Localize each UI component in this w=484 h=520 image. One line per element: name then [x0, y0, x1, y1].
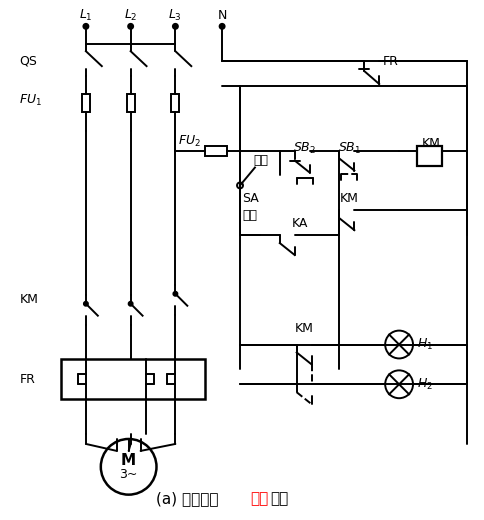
- Text: KM: KM: [19, 293, 38, 306]
- Text: N: N: [217, 9, 227, 22]
- Circle shape: [84, 302, 88, 306]
- Circle shape: [172, 24, 178, 29]
- Text: 控制: 控制: [249, 491, 268, 506]
- Text: $FU_1$: $FU_1$: [19, 94, 42, 109]
- Text: KA: KA: [291, 217, 307, 230]
- Text: 自动: 自动: [242, 209, 257, 222]
- Bar: [171, 95, 179, 112]
- Text: $FU_2$: $FU_2$: [178, 134, 201, 149]
- Circle shape: [384, 331, 412, 358]
- Bar: [61, 359, 205, 399]
- Circle shape: [237, 183, 242, 188]
- Bar: [205, 146, 227, 155]
- Text: 3~: 3~: [119, 469, 137, 482]
- Text: QS: QS: [19, 55, 37, 68]
- Bar: [126, 95, 135, 112]
- Circle shape: [101, 439, 156, 495]
- Text: FR: FR: [19, 373, 35, 386]
- Text: $L_3$: $L_3$: [168, 8, 182, 23]
- Text: KM: KM: [339, 192, 358, 205]
- Text: KM: KM: [421, 137, 440, 150]
- Text: FR: FR: [382, 55, 398, 68]
- Text: 电路: 电路: [269, 491, 287, 506]
- Text: $H_1$: $H_1$: [416, 337, 432, 352]
- Circle shape: [173, 292, 177, 296]
- Text: SA: SA: [242, 192, 258, 205]
- Circle shape: [219, 24, 224, 29]
- Text: M: M: [121, 453, 136, 469]
- Circle shape: [83, 24, 88, 29]
- Bar: [82, 95, 90, 112]
- Text: $SB_2$: $SB_2$: [292, 141, 316, 156]
- Text: $L_1$: $L_1$: [79, 8, 92, 23]
- Bar: [416, 146, 441, 165]
- Text: 手动: 手动: [253, 154, 267, 167]
- Text: KM: KM: [295, 321, 314, 334]
- Circle shape: [128, 302, 132, 306]
- Text: $L_2$: $L_2$: [123, 8, 137, 23]
- Text: $SB_1$: $SB_1$: [337, 141, 360, 156]
- Circle shape: [384, 370, 412, 398]
- Text: $H_2$: $H_2$: [416, 376, 432, 392]
- Circle shape: [128, 24, 133, 29]
- Text: (a) 主电路及: (a) 主电路及: [155, 491, 217, 506]
